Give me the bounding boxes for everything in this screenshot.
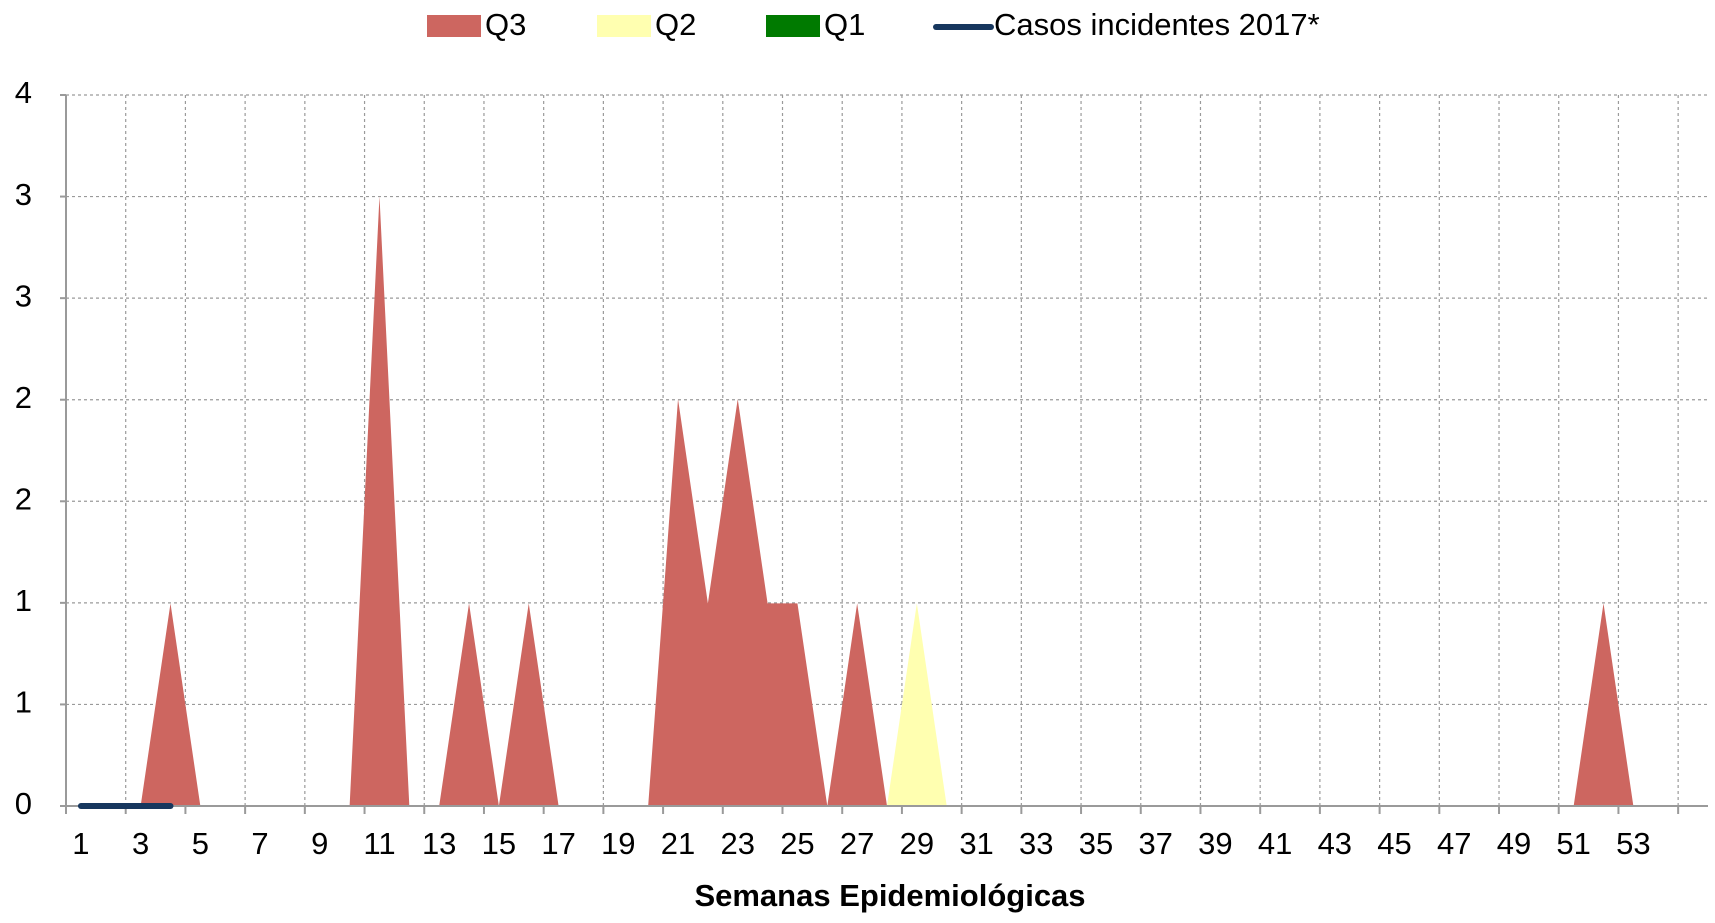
y-tick-label: 1 xyxy=(15,685,32,720)
y-tick-label: 3 xyxy=(15,177,32,212)
x-tick-label: 5 xyxy=(192,826,209,861)
x-tick-label: 41 xyxy=(1258,826,1292,861)
y-tick-label: 4 xyxy=(15,75,32,110)
x-tick-label: 47 xyxy=(1437,826,1471,861)
x-tick-label: 49 xyxy=(1497,826,1531,861)
x-tick-label: 11 xyxy=(363,826,395,861)
y-tick-label: 1 xyxy=(15,583,32,618)
x-tick-label: 1 xyxy=(72,826,89,861)
legend-swatch xyxy=(766,15,820,37)
x-tick-label: 35 xyxy=(1079,826,1113,861)
x-tick-label: 33 xyxy=(1019,826,1053,861)
x-tick-label: 13 xyxy=(422,826,456,861)
legend-label: Q3 xyxy=(485,7,526,42)
area xyxy=(80,603,1694,806)
x-tick-label: 37 xyxy=(1138,826,1172,861)
x-tick-label: 25 xyxy=(780,826,814,861)
legend-swatch xyxy=(597,15,651,37)
y-tick-label: 3 xyxy=(15,278,32,313)
legend-label: Q2 xyxy=(655,7,696,42)
x-tick-label: 27 xyxy=(840,826,874,861)
y-tick-label: 0 xyxy=(15,786,32,821)
legend-swatch xyxy=(427,15,481,37)
x-tick-label: 29 xyxy=(900,826,934,861)
x-tick-label: 21 xyxy=(661,826,695,861)
x-tick-label: 51 xyxy=(1556,826,1590,861)
x-tick-label: 45 xyxy=(1377,826,1411,861)
x-tick-label: 17 xyxy=(541,826,575,861)
legend-label: Q1 xyxy=(824,7,865,42)
x-axis-title: Semanas Epidemiológicas xyxy=(694,878,1085,913)
x-tick-label: 15 xyxy=(482,826,516,861)
x-tick-label: 43 xyxy=(1318,826,1352,861)
x-tick-label: 9 xyxy=(311,826,328,861)
y-tick-label: 2 xyxy=(15,380,32,415)
x-tick-label: 3 xyxy=(132,826,149,861)
x-tick-label: 39 xyxy=(1198,826,1232,861)
y-tick-label: 2 xyxy=(15,481,32,516)
x-tick-label: 23 xyxy=(720,826,754,861)
x-tick-label: 19 xyxy=(601,826,635,861)
legend-label: Casos incidentes 2017* xyxy=(994,7,1320,42)
x-tick-label: 53 xyxy=(1616,826,1650,861)
x-tick-label: 7 xyxy=(251,826,268,861)
area xyxy=(80,196,1694,806)
x-tick-label: 31 xyxy=(959,826,993,861)
